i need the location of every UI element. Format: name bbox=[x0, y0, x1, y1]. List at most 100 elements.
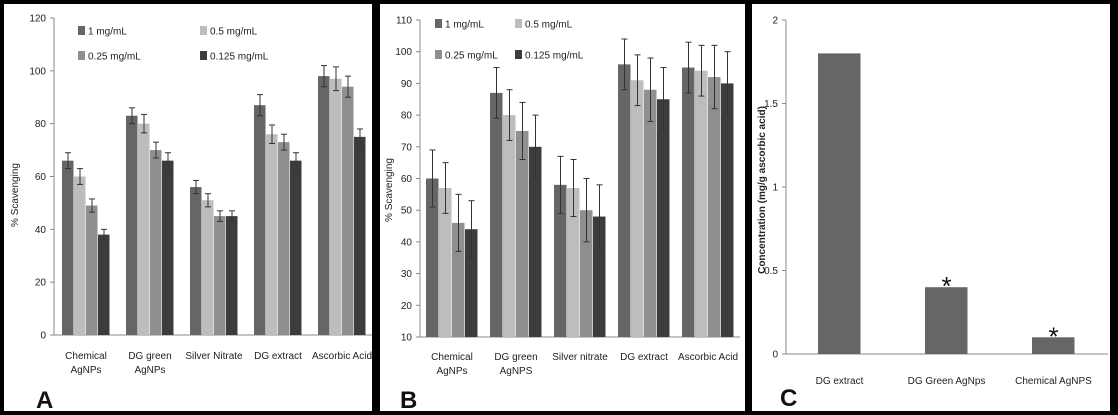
y-axis-label: % Scavenging bbox=[10, 163, 21, 227]
significance-asterisk: * bbox=[941, 271, 951, 301]
x-tick-label: Ascorbic Acid bbox=[312, 351, 372, 362]
y-tick-label: 60 bbox=[401, 174, 413, 185]
bar bbox=[354, 136, 366, 335]
bar bbox=[818, 53, 861, 355]
y-tick-label: 80 bbox=[35, 119, 47, 130]
bar bbox=[695, 70, 708, 337]
y-tick-label: 20 bbox=[35, 278, 47, 289]
bar bbox=[618, 64, 631, 337]
legend-label: 0.25 mg/mL bbox=[88, 52, 141, 63]
panel-letter: A bbox=[36, 387, 53, 414]
x-tick-label: Chemical AgNPS bbox=[1015, 376, 1092, 387]
x-tick-label: DG green bbox=[494, 352, 537, 363]
bar bbox=[925, 287, 968, 354]
y-tick-label: 110 bbox=[396, 16, 412, 27]
panel-c: 0 0.5 1 1.5 2 Concentration (mg/g ascorbic ac… bbox=[752, 4, 1110, 412]
bar bbox=[567, 188, 580, 337]
y-tick-label: 80 bbox=[401, 111, 413, 122]
legend-swatch bbox=[200, 51, 207, 60]
x-tick-label: Silver Nitrate bbox=[185, 351, 243, 362]
y-tick-label: 120 bbox=[29, 14, 46, 25]
panel-a: 0 20 40 60 80 100 120 % Scavenging Chemical AgNPs… bbox=[4, 4, 372, 414]
bar bbox=[190, 187, 202, 335]
y-tick-label: 1.5 bbox=[764, 99, 778, 110]
panel-letter: B bbox=[400, 387, 417, 414]
legend-label: 1 mg/mL bbox=[445, 20, 484, 31]
y-tick-label: 90 bbox=[401, 79, 413, 90]
y-tick-label: 40 bbox=[401, 237, 413, 248]
y-tick-label: 60 bbox=[35, 172, 47, 183]
legend-swatch bbox=[515, 50, 522, 59]
x-tick-label: DG extract bbox=[620, 352, 668, 363]
panel-b: 10 20 30 40 50 60 70 80 90 100 110 % Scavenging Chem… bbox=[380, 4, 745, 414]
bar bbox=[150, 150, 162, 335]
y-tick-label: 10 bbox=[401, 333, 413, 344]
y-tick-label: 70 bbox=[401, 142, 413, 153]
y-tick-label: 20 bbox=[401, 301, 413, 312]
bar bbox=[631, 80, 644, 337]
bar bbox=[74, 176, 86, 335]
bar bbox=[682, 67, 695, 338]
x-tick-label: Silver nitrate bbox=[552, 352, 608, 363]
x-tick-label: DG extract bbox=[254, 351, 302, 362]
bar bbox=[490, 92, 503, 337]
bar bbox=[503, 115, 516, 337]
bar bbox=[266, 134, 278, 335]
significance-asterisk: * bbox=[1048, 321, 1058, 351]
legend-label: 0.5 mg/mL bbox=[525, 20, 573, 31]
y-tick-label: 30 bbox=[401, 269, 413, 280]
x-tick-label: AgNPS bbox=[500, 366, 533, 377]
y-tick-label: 1 bbox=[772, 183, 778, 194]
bar bbox=[62, 160, 74, 335]
bar bbox=[554, 184, 567, 337]
legend-label: 0.5 mg/mL bbox=[210, 27, 258, 38]
bar bbox=[138, 123, 150, 336]
bar bbox=[126, 115, 138, 335]
bar bbox=[214, 216, 226, 335]
bar bbox=[593, 216, 606, 337]
y-tick-label: 0 bbox=[772, 350, 778, 361]
y-tick-label: 100 bbox=[29, 66, 46, 77]
x-tick-label: DG green bbox=[128, 351, 171, 362]
bar bbox=[290, 160, 302, 335]
bar bbox=[465, 229, 478, 337]
y-tick-label: 100 bbox=[395, 47, 412, 58]
x-tick-label: DG extract bbox=[816, 376, 864, 387]
bar bbox=[426, 178, 439, 337]
legend-swatch bbox=[435, 50, 442, 59]
bar bbox=[342, 86, 354, 335]
bar bbox=[1032, 337, 1075, 354]
x-tick-label: DG Green AgNps bbox=[908, 376, 986, 387]
bar bbox=[226, 216, 238, 335]
legend-label: 0.25 mg/mL bbox=[445, 51, 498, 62]
x-tick-label: AgNPs bbox=[436, 366, 467, 377]
panel-letter: C bbox=[780, 385, 797, 412]
x-tick-label: AgNPs bbox=[134, 365, 165, 376]
bar bbox=[516, 130, 529, 337]
panel-background bbox=[4, 4, 372, 411]
bar bbox=[330, 78, 342, 335]
legend-label: 1 mg/mL bbox=[88, 27, 127, 38]
bar bbox=[98, 234, 110, 335]
bar bbox=[318, 76, 330, 335]
y-tick-label: 0.5 bbox=[764, 266, 778, 277]
bar bbox=[202, 200, 214, 335]
y-axis-label: % Scavenging bbox=[384, 158, 395, 222]
x-tick-label: Chemical bbox=[431, 352, 473, 363]
bar bbox=[657, 99, 670, 337]
y-tick-label: 0 bbox=[40, 331, 46, 342]
x-tick-label: Ascorbic Acid bbox=[678, 352, 738, 363]
x-tick-label: Chemical bbox=[65, 351, 107, 362]
bar bbox=[708, 77, 721, 337]
legend-swatch bbox=[435, 19, 442, 28]
bar bbox=[278, 142, 290, 335]
bar bbox=[721, 83, 734, 338]
legend-swatch bbox=[200, 26, 207, 35]
legend-label: 0.125 mg/mL bbox=[210, 52, 269, 63]
bar bbox=[162, 160, 174, 335]
legend-label: 0.125 mg/mL bbox=[525, 51, 584, 62]
y-axis-label: Concentration (mg/g ascorbic acid) bbox=[757, 106, 768, 274]
bar bbox=[86, 205, 98, 335]
